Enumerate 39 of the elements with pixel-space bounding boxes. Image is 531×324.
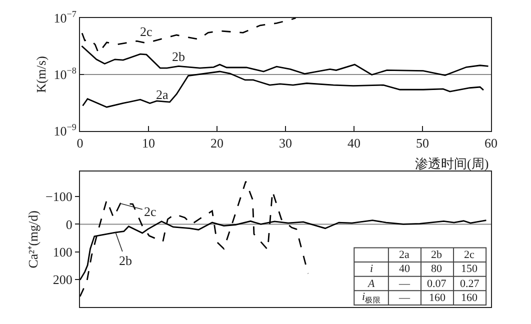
y-tick-label: 10$^{−9}$: [54, 122, 77, 139]
line-series: [81, 18, 296, 54]
category-label: 2a: [399, 249, 410, 261]
series-label: 2b: [172, 49, 185, 64]
series-label: 2b: [119, 253, 132, 268]
text: 0.27: [460, 278, 480, 290]
x-tick-label: 20: [210, 136, 224, 151]
line-series: [81, 45, 489, 76]
y-tick-label: −100: [46, 189, 72, 204]
text: 160: [461, 292, 478, 304]
series-label: 2c: [140, 24, 152, 39]
y-axis-title: K(m/s): [34, 56, 49, 93]
text: 150: [461, 263, 478, 275]
y-axis-title: Ca²⁺(mg/d): [26, 210, 41, 268]
y-tick-label: 10$^{−7}$: [54, 9, 77, 26]
text: 0.07: [427, 278, 446, 290]
text: 160: [429, 292, 446, 304]
x-tick-label: 10: [142, 136, 155, 151]
category-label: 2c: [464, 249, 474, 261]
category-label: 2b: [431, 249, 442, 261]
y-tick-label: 100: [52, 244, 72, 260]
y-tick-label: 200: [52, 272, 72, 287]
x-tick-label: 50: [416, 136, 429, 151]
series-label: 2a: [156, 87, 168, 102]
x-tick-label: 40: [348, 136, 360, 151]
text: 80: [431, 263, 442, 275]
category-label: i: [370, 263, 374, 275]
text: 40: [399, 263, 410, 275]
text: —: [399, 292, 410, 304]
x-tick-label: 60: [484, 136, 498, 151]
x-tick-label: 30: [279, 136, 292, 151]
text: —: [399, 278, 410, 290]
y-tick-label: 10$^{−8}$: [54, 66, 77, 82]
category-label: A: [368, 278, 375, 290]
series-label: 2c: [144, 204, 156, 219]
category-label: i$_{极限}$: [362, 291, 382, 304]
x-axis-title: 渗透时间(周): [415, 156, 489, 171]
line-series: [82, 70, 484, 108]
y-tick-label: 0: [66, 216, 72, 232]
